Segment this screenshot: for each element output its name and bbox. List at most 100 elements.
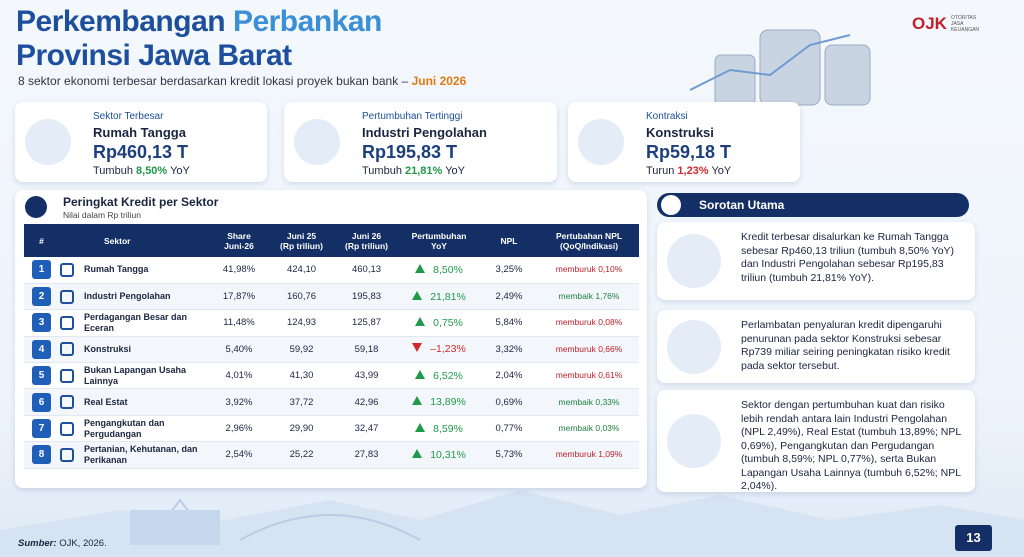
card-icon <box>25 119 71 165</box>
value: 43,99 <box>354 370 379 382</box>
cell: Rumah Tangga <box>59 257 209 284</box>
value: 5,40% <box>225 343 253 355</box>
highlights-title: Sorotan Utama <box>699 198 785 212</box>
title-part: Perbankan <box>232 5 382 38</box>
cell: 29,90 <box>269 415 334 443</box>
growth-value: –1,23% <box>430 343 466 356</box>
growth-value: 13,89% <box>430 396 466 409</box>
rank-badge: 5 <box>32 366 51 386</box>
card-icon <box>578 119 624 165</box>
header-line: Sektor <box>104 235 131 246</box>
npl-change: membaik 1,76% <box>558 291 620 302</box>
npl-change: membaik 0,03% <box>558 423 620 434</box>
value: 29,90 <box>289 423 314 435</box>
cell: 11,48% <box>209 309 269 337</box>
npl-change: memburuk 1,09% <box>555 449 623 460</box>
value: 0,69% <box>495 396 523 408</box>
growth: 1,23% <box>677 165 709 177</box>
cell: 43,99 <box>334 362 399 390</box>
cell: 59,92 <box>269 336 334 364</box>
table-row: 1 Rumah Tangga 41,98% 424,10 460,13 8,50% 3,25… <box>24 257 639 284</box>
sector-cell: Pengangkutan dan Pergudangan <box>60 418 208 440</box>
table-row: 3 Perdagangan Besar dan Eceran 11,48% 124,9… <box>24 309 639 337</box>
rank-badge: 6 <box>32 392 51 412</box>
logo: OJK OTORITAS JASA KEUANGAN <box>912 14 979 34</box>
value: 2,49% <box>495 291 523 303</box>
card-label: Pertumbuhan Tertinggi <box>362 111 463 122</box>
highlight-text: Kredit terbesar disalurkan ke Rumah Tang… <box>741 231 955 284</box>
sector-name: Bukan Lapangan Usaha Lainnya <box>84 364 187 386</box>
cell: Perdagangan Besar dan Eceran <box>59 309 209 337</box>
sector-cell: Konstruksi <box>60 342 208 357</box>
sector-name: Pertanian, Kehutanan, dan Perikanan <box>84 443 198 465</box>
header-line: (Rp triliun) <box>280 240 323 251</box>
cell: 5 <box>24 362 59 390</box>
header-line: (QoQ/Indikasi) <box>559 240 619 251</box>
sector-cell: Pertanian, Kehutanan, dan Perikanan <box>60 444 208 466</box>
header-line: Pertumbuhan <box>411 230 467 241</box>
title-part: Perkembangan <box>16 5 226 38</box>
cell: 21,81% <box>399 283 479 311</box>
sector-cell: Bukan Lapangan Usaha Lainnya <box>60 365 208 387</box>
summary-card: Sektor Terbesar Rumah Tangga Rp460,13 T Tum… <box>15 102 267 182</box>
card-value: Rp195,83 T <box>362 142 458 162</box>
cell: 25,22 <box>269 441 334 469</box>
rank-badge: 4 <box>32 339 51 359</box>
value: 195,83 <box>351 291 382 303</box>
title: Perkembangan Perbankan Provinsi Jawa Bar… <box>16 5 382 73</box>
unit: YoY <box>711 165 732 177</box>
table-row: 8 Pertanian, Kehutanan, dan Perikanan 2,54… <box>24 441 639 469</box>
title-part: Provinsi Jawa Barat <box>16 39 292 72</box>
cell: 2,96% <box>209 415 269 443</box>
logo-line: JASA <box>950 21 964 27</box>
growth-value: 6,52% <box>433 369 463 382</box>
cell: 124,93 <box>269 309 334 337</box>
sector-name: Perdagangan Besar dan Eceran <box>84 311 188 333</box>
value: 2,54% <box>225 449 253 461</box>
sector-name: Pengangkutan dan Pergudangan <box>84 417 165 439</box>
cell: memburuk 1,09% <box>539 441 639 469</box>
cell: 460,13 <box>334 257 399 284</box>
table-icon <box>25 196 47 218</box>
cell: membaik 0,33% <box>539 388 639 416</box>
growth: 21,81% <box>405 165 443 177</box>
value: 3,25% <box>495 264 523 276</box>
cell: 160,76 <box>269 283 334 311</box>
cell: 2,49% <box>479 283 539 311</box>
column-header: Juni 25 (Rp triliun) <box>269 224 334 257</box>
header-line: # <box>39 235 44 246</box>
column-header: Sektor <box>59 224 209 257</box>
summary-card: Kontraksi Konstruksi Rp59,18 T Turun 1,23% … <box>568 102 800 182</box>
value: 124,93 <box>286 317 317 329</box>
cell: 195,83 <box>334 283 399 311</box>
trend-arrow <box>412 343 423 353</box>
highlight-card: Kredit terbesar disalurkan ke Rumah Tang… <box>657 222 975 300</box>
cell: 3 <box>24 309 59 337</box>
cell: 3,32% <box>479 336 539 364</box>
table-note: Nilai dalam Rp triliun <box>63 210 141 220</box>
card-growth: Tumbuh 8,50% YoY <box>93 165 190 177</box>
value: 11,48% <box>223 317 255 329</box>
table-row: 6 Real Estat 3,92% 37,72 42,96 13,89% 0,69% mem… <box>24 388 639 416</box>
value: 5,73% <box>495 449 523 461</box>
cell: Industri Pengolahan <box>59 283 209 311</box>
card-text: Sektor Terbesar Rumah Tangga Rp460,13 T Tum… <box>93 111 190 177</box>
sector-icon <box>60 368 74 383</box>
cell: membaik 0,03% <box>539 415 639 443</box>
sector-icon <box>60 315 74 330</box>
rank-badge: 7 <box>32 419 51 439</box>
sector-icon <box>60 421 74 436</box>
header-row: # Sektor Share Juni-26 Juni 25 (Rp triliun) Ju… <box>24 224 639 257</box>
sector-cell: Real Estat <box>60 395 208 410</box>
cell: 8 <box>24 441 59 469</box>
header-line: Pertubahan NPL <box>555 230 623 241</box>
cell: 5,73% <box>479 441 539 469</box>
sector-name: Real Estat <box>84 396 128 407</box>
cell: 125,87 <box>334 309 399 337</box>
value: 17,87% <box>222 291 256 303</box>
rank-badge: 2 <box>32 287 51 307</box>
header-line: YoY <box>431 240 447 251</box>
cell: 2,04% <box>479 362 539 390</box>
cell: 7 <box>24 415 59 443</box>
